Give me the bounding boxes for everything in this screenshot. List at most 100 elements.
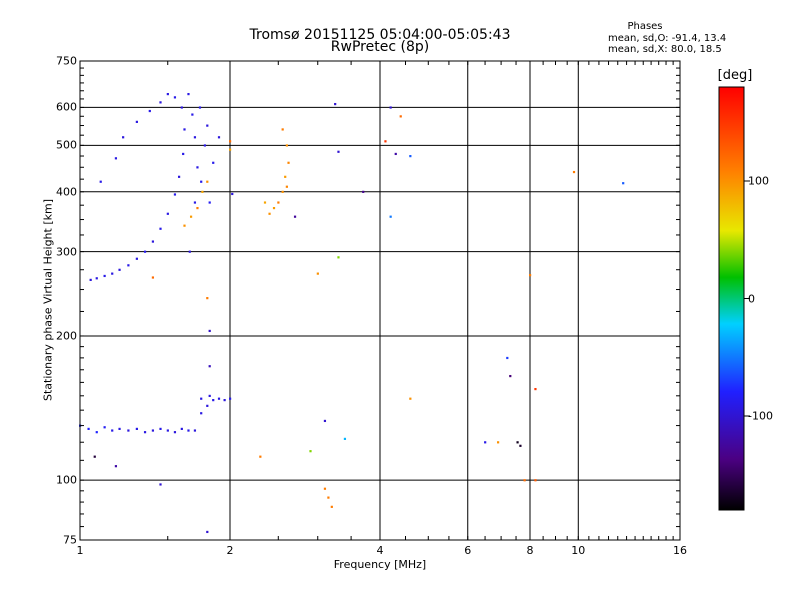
echo-point — [173, 431, 177, 434]
echo-point — [180, 106, 183, 109]
echo-point — [343, 437, 347, 440]
echo-point — [111, 429, 114, 432]
echo-point — [159, 427, 162, 431]
echo-point — [285, 144, 288, 147]
echo-point — [206, 530, 209, 534]
echo-point — [229, 140, 232, 143]
echo-point — [135, 120, 138, 123]
echo-point — [323, 487, 327, 490]
echo-point — [389, 215, 392, 218]
colorbar-tick-label: 100 — [748, 174, 769, 188]
echo-point — [180, 427, 183, 431]
axis-ticks — [79, 60, 681, 540]
echo-point — [196, 206, 199, 210]
echo-point — [399, 115, 402, 118]
echo-point — [127, 429, 130, 432]
colorbar-unit: [deg] — [717, 68, 753, 83]
echo-point — [193, 201, 197, 204]
chart-title: Tromsø 20151125 05:04:00-05:05:43 — [249, 27, 511, 43]
echo-point — [159, 101, 162, 104]
echo-point — [200, 397, 203, 400]
echo-point — [208, 394, 211, 398]
echo-point — [103, 274, 106, 278]
colorbar-ticks — [744, 180, 750, 417]
echo-point — [103, 426, 106, 429]
echo-point — [208, 201, 211, 204]
echo-point — [229, 148, 232, 151]
echo-point — [268, 212, 271, 215]
colorbar — [718, 86, 745, 511]
echo-point — [496, 441, 500, 444]
echo-point — [148, 109, 151, 113]
x-tick-label: 16 — [673, 544, 687, 557]
echo-point — [183, 224, 186, 227]
echo-point — [187, 92, 190, 96]
echo-point — [127, 264, 130, 267]
echo-point — [183, 128, 186, 131]
echo-point — [523, 479, 526, 482]
echo-point — [166, 92, 169, 96]
echo-point — [509, 374, 512, 378]
echo-point — [534, 479, 537, 482]
y-tick-label: 200 — [56, 329, 77, 343]
echo-point — [217, 136, 221, 139]
echo-point — [334, 102, 337, 106]
echo-point — [529, 274, 532, 277]
echo-point — [484, 441, 487, 444]
echo-point — [114, 465, 118, 468]
echo-point — [389, 106, 392, 109]
x-tick-label: 2 — [226, 544, 234, 557]
x-axis-label: Frequency [MHz] — [333, 558, 427, 571]
echo-point — [323, 419, 327, 423]
echo-point — [159, 227, 162, 230]
echo-point — [200, 180, 203, 183]
echo-point — [166, 212, 169, 215]
echo-point — [394, 152, 397, 156]
echo-point — [229, 397, 232, 400]
echo-point — [196, 166, 199, 169]
echo-point — [309, 450, 312, 453]
echo-point — [284, 175, 287, 178]
echo-point — [118, 427, 121, 431]
echo-point — [191, 113, 194, 116]
colorbar-tick-label: 0 — [748, 292, 755, 305]
y-axis-label: Stationary phase Virtual Height [km] — [41, 198, 55, 402]
y-tick-label: 750 — [56, 54, 77, 68]
y-tick-label: 75 — [63, 533, 77, 547]
echo-point — [622, 182, 625, 185]
echo-point — [337, 256, 340, 259]
echo-point — [217, 397, 221, 400]
echo-point — [285, 185, 288, 188]
echo-point — [95, 431, 98, 434]
echo-point — [166, 429, 169, 432]
grid-lines — [79, 60, 681, 541]
echo-point — [572, 170, 576, 174]
echo-point — [188, 250, 191, 253]
echo-point — [362, 190, 365, 193]
echo-point — [206, 404, 209, 407]
chart-subtitle: RwPretec (8p) — [330, 39, 430, 55]
echo-point — [287, 161, 290, 164]
echo-point — [173, 193, 177, 196]
echo-point — [327, 496, 330, 499]
echo-point — [151, 240, 155, 243]
y-tick-label: 500 — [56, 138, 77, 152]
x-tick-label: 8 — [526, 544, 534, 557]
echo-point — [263, 201, 267, 204]
echo-point — [151, 429, 155, 432]
echo-point — [173, 96, 177, 99]
echo-point — [206, 180, 209, 183]
echo-point — [114, 157, 118, 160]
echo-point — [159, 483, 162, 486]
echo-point — [198, 106, 202, 109]
echo-point — [409, 397, 412, 400]
echo-point — [89, 278, 92, 281]
echo-point — [516, 441, 519, 444]
echo-point — [143, 250, 147, 253]
echo-point — [281, 128, 284, 131]
echo-point — [143, 431, 147, 434]
echo-point — [316, 272, 319, 275]
echo-point — [95, 277, 98, 280]
echo-point — [212, 161, 215, 164]
x-tick-label: 6 — [464, 544, 472, 557]
